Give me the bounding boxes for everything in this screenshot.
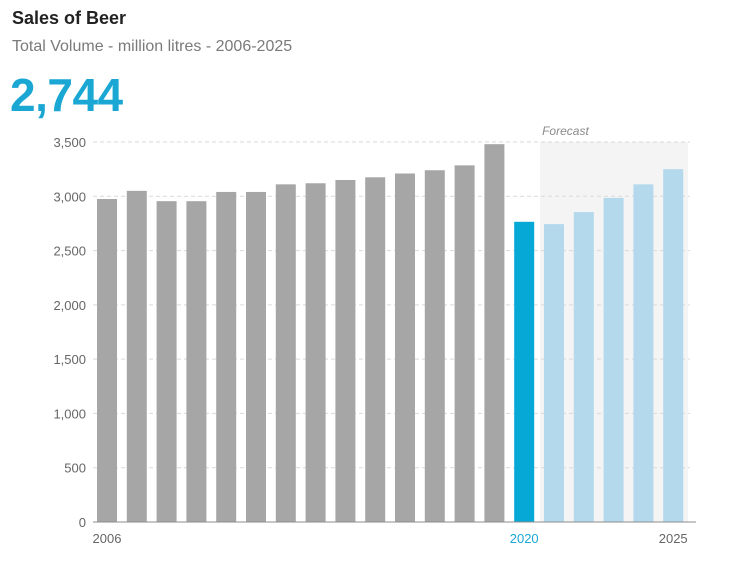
bar-2019 <box>484 144 505 522</box>
headline-value: 2,744 <box>10 69 123 121</box>
y-tick-label: 1,000 <box>53 406 86 421</box>
x-tick-label: 2006 <box>93 531 122 546</box>
bar-2016 <box>395 173 415 522</box>
y-tick-label: 3,000 <box>53 189 86 204</box>
bar-2017 <box>424 170 445 522</box>
bar-2009 <box>186 201 207 522</box>
bar-2018 <box>454 165 475 523</box>
x-tick-label: 2025 <box>659 531 688 546</box>
bar-2024 <box>633 184 654 523</box>
bar-2013 <box>305 183 326 522</box>
bar-2008 <box>156 201 177 522</box>
chart-title: Sales of Beer <box>12 8 127 28</box>
y-tick-label: 2,000 <box>53 298 86 313</box>
bar-2012 <box>275 184 296 523</box>
bar-2025 <box>663 169 684 522</box>
y-tick-label: 2,500 <box>53 244 86 259</box>
bar-2021 <box>544 224 564 522</box>
bar-2023 <box>603 197 624 522</box>
bar-2022 <box>573 212 594 522</box>
axes: 0 500 1,000 1,500 2,000 2,500 3,000 3,500 2006 20… <box>53 135 696 546</box>
y-tick-label: 1,500 <box>53 352 86 367</box>
y-tick-label: 3,500 <box>53 135 86 150</box>
bar-2011 <box>246 191 266 522</box>
bar-2014 <box>335 180 356 522</box>
y-tick-label: 0 <box>79 515 86 530</box>
chart-subtitle: Total Volume - million litres - 2006-202… <box>12 38 293 55</box>
x-tick-label: 2020 <box>510 531 539 546</box>
bar-2006 <box>97 199 117 522</box>
bar-2015 <box>365 177 386 523</box>
bar-2020 <box>514 221 535 523</box>
y-tick-label: 500 <box>64 461 86 476</box>
bar-2010 <box>216 191 237 522</box>
forecast-label: Forecast <box>542 124 589 138</box>
bars <box>97 144 684 523</box>
bar-2007 <box>126 190 147 522</box>
